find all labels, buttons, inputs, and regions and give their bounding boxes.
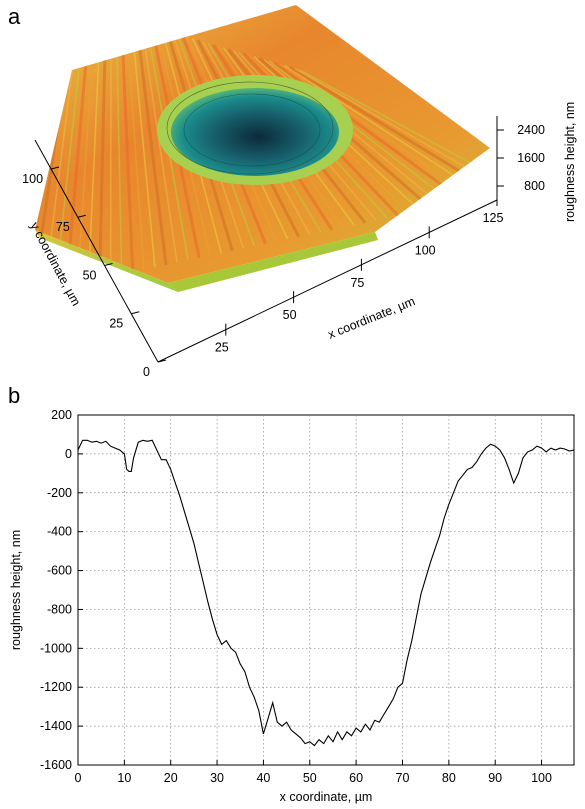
y-tick-mark xyxy=(50,166,60,170)
surface-plot-svg: a 25 50 75 100 125 0 25 50 75 100 800 1600 2400 x … xyxy=(8,4,577,379)
x-tick-label: 40 xyxy=(256,771,270,785)
z-tick-label: 800 xyxy=(524,179,545,193)
y-tick-label: 0 xyxy=(65,447,72,461)
surface-right-edge xyxy=(168,232,378,292)
y-axis-line xyxy=(34,139,159,363)
x-tick-label: 25 xyxy=(215,341,229,355)
y-tick-label: -400 xyxy=(47,525,72,539)
y-tick-label: 25 xyxy=(109,317,123,331)
y-tick-label: 200 xyxy=(51,408,72,422)
y-ticks-a: 0 25 50 75 100 xyxy=(22,166,167,379)
x-tick-label: 125 xyxy=(483,211,504,225)
y-tick-label: -200 xyxy=(47,486,72,500)
surface-ridge-line xyxy=(119,17,135,272)
y-tick-label: 0 xyxy=(143,365,150,379)
x-tick-label: 80 xyxy=(442,771,456,785)
panel-a-z-axis-title: roughness height, nm xyxy=(563,102,577,222)
x-tick-label: 10 xyxy=(117,771,131,785)
panel-a-letter: a xyxy=(8,4,21,29)
surface-ridge-line xyxy=(130,20,156,268)
surface-ridge-line xyxy=(115,16,123,275)
x-tick-label: 100 xyxy=(415,243,436,257)
y-tick-label: -1600 xyxy=(40,758,72,772)
crater-bowl xyxy=(171,88,339,176)
x-tick-label: 100 xyxy=(531,771,552,785)
surface-front-edge xyxy=(35,230,178,292)
panel-b-letter: b xyxy=(8,385,20,408)
panel-a-x-axis-title: x coordinate, µm xyxy=(326,294,417,342)
y-tick-label: 75 xyxy=(56,220,70,234)
surface-ridge-line xyxy=(140,23,178,263)
x-tick-label: 90 xyxy=(488,771,502,785)
x-tick-label: 75 xyxy=(350,276,364,290)
x-tick-label: 60 xyxy=(349,771,363,785)
y-tick-mark xyxy=(157,359,167,363)
x-tick-label: 30 xyxy=(210,771,224,785)
z-tick-label: 1600 xyxy=(517,151,545,165)
y-tick-label: 50 xyxy=(83,268,97,282)
crater-contour xyxy=(166,81,334,175)
crater-inner-contour xyxy=(183,93,321,167)
y-tick-label: -600 xyxy=(47,564,72,578)
x-axis-line xyxy=(157,199,498,363)
y-tick-label: -800 xyxy=(47,602,72,616)
panel-a-surface-plot: a 25 50 75 100 125 0 25 50 75 100 800 1600 2400 x … xyxy=(0,0,585,385)
ticks: 0 10 20 30 40 50 60 70 80 90 100 200 0 -200 -400 -600 -8… xyxy=(40,408,552,785)
grid xyxy=(78,415,574,765)
y-tick-mark xyxy=(131,311,140,315)
surface-ridge-line xyxy=(125,19,145,270)
panel-b-y-axis-title: roughness height, nm xyxy=(9,530,23,650)
y-tick-label: -1000 xyxy=(40,641,72,655)
plot-frame xyxy=(77,414,575,766)
z-ticks-a: 800 1600 2400 xyxy=(497,123,545,193)
x-tick-label: 70 xyxy=(396,771,410,785)
panel-b-x-axis-title: x coordinate, µm xyxy=(280,790,373,804)
x-ticks-a: 25 50 75 100 125 xyxy=(215,194,504,355)
x-tick-label: 20 xyxy=(164,771,178,785)
profile-series-line xyxy=(77,439,575,747)
surface-ridge-line xyxy=(135,22,168,266)
y-tick-label: -1400 xyxy=(40,719,72,733)
x-tick-label: 50 xyxy=(283,308,297,322)
line-plot-svg: b 0 10 20 30 40 50 60 70 80 90 100 200 0 -200 -400 -600… xyxy=(8,385,575,804)
y-tick-mark xyxy=(77,214,86,218)
y-tick-label: -1200 xyxy=(40,680,72,694)
panel-b-line-plot: b 0 10 20 30 40 50 60 70 80 90 100 200 0 -200 -400 -600… xyxy=(0,385,585,809)
y-tick-label: 100 xyxy=(22,172,43,186)
x-tick-label: 50 xyxy=(303,771,317,785)
z-tick-label: 2400 xyxy=(517,123,545,137)
y-tick-mark xyxy=(104,262,113,266)
x-tick-label: 0 xyxy=(75,771,82,785)
surface-body xyxy=(35,5,490,292)
